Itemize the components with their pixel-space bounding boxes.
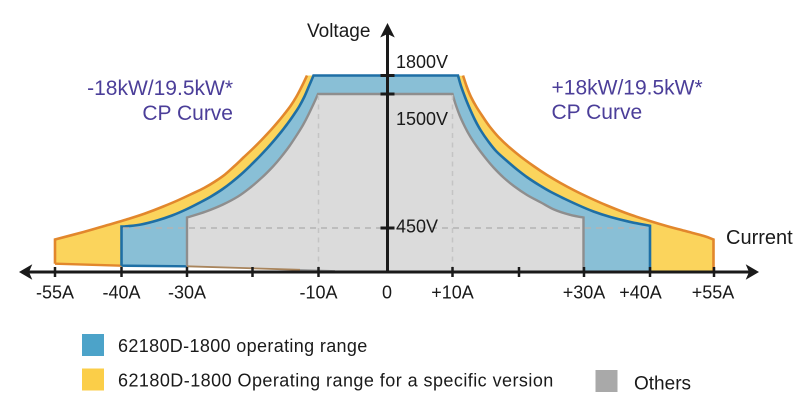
svg-text:62180D-1800 operating range: 62180D-1800 operating range xyxy=(118,336,368,356)
svg-text:+55A: +55A xyxy=(692,283,735,303)
svg-text:-55A: -55A xyxy=(36,283,74,303)
svg-text:+18kW/19.5kW*: +18kW/19.5kW* xyxy=(552,77,703,100)
svg-text:Voltage: Voltage xyxy=(307,21,370,42)
svg-text:-10A: -10A xyxy=(299,283,337,303)
svg-text:1800V: 1800V xyxy=(396,52,448,72)
svg-text:+30A: +30A xyxy=(563,283,606,303)
svg-text:62180D-1800 Operating range fo: 62180D-1800 Operating range for a specif… xyxy=(118,371,554,391)
svg-text:Current: Current xyxy=(726,227,793,249)
svg-text:-40A: -40A xyxy=(102,283,140,303)
svg-text:0: 0 xyxy=(382,283,392,303)
svg-text:+10A: +10A xyxy=(431,283,474,303)
svg-text:Others: Others xyxy=(634,374,691,395)
svg-text:-30A: -30A xyxy=(168,283,206,303)
svg-text:CP Curve: CP Curve xyxy=(552,101,643,124)
svg-text:450V: 450V xyxy=(396,217,438,237)
svg-text:+40A: +40A xyxy=(619,283,662,303)
svg-text:-18kW/19.5kW*: -18kW/19.5kW* xyxy=(87,77,233,100)
svg-text:1500V: 1500V xyxy=(396,109,448,129)
svg-text:CP Curve: CP Curve xyxy=(142,102,233,125)
